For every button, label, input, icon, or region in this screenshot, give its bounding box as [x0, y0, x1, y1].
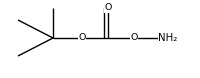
Text: O: O — [78, 33, 86, 43]
Text: O: O — [104, 4, 112, 12]
Text: NH₂: NH₂ — [158, 33, 178, 43]
Text: O: O — [130, 33, 138, 43]
